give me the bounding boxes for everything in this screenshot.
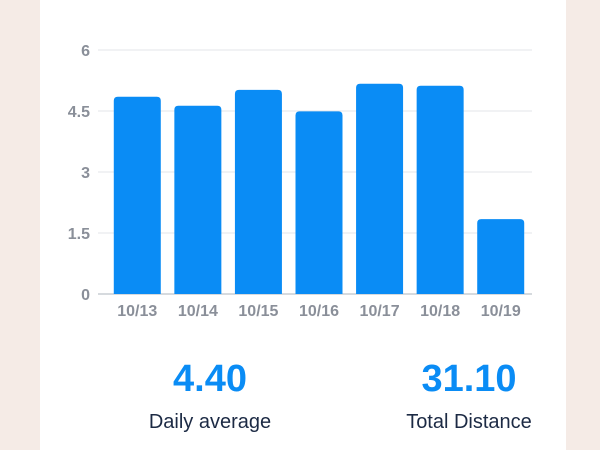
bar-10-16[interactable] bbox=[295, 111, 343, 294]
bar-10-18[interactable] bbox=[416, 85, 464, 294]
y-tick-label: 4.5 bbox=[68, 104, 90, 121]
daily-average-stat: 4.40 Daily average bbox=[110, 355, 310, 434]
y-tick-label: 0 bbox=[81, 287, 90, 304]
bar-10-17[interactable] bbox=[356, 83, 404, 295]
x-tick-label: 10/15 bbox=[238, 303, 278, 320]
chart-card: 0 1.5 3 4.5 6 10/13 10/14 10/15 10/16 10/17 10/18 1… bbox=[40, 0, 566, 450]
x-tick-label: 10/16 bbox=[299, 303, 339, 320]
x-tick-label: 10/13 bbox=[117, 303, 157, 320]
bar-10-13[interactable] bbox=[113, 96, 161, 295]
x-tick-label: 10/18 bbox=[420, 303, 460, 320]
x-tick-label: 10/14 bbox=[178, 303, 218, 320]
daily-average-value: 4.40 bbox=[173, 358, 247, 400]
x-tick-label: 10/19 bbox=[481, 303, 521, 320]
x-tick-label: 10/17 bbox=[360, 303, 400, 320]
bar-10-15[interactable] bbox=[234, 89, 282, 294]
total-distance-stat: 31.10 Total Distance bbox=[369, 355, 569, 434]
y-tick-label: 3 bbox=[81, 165, 90, 182]
total-distance-value: 31.10 bbox=[421, 358, 517, 400]
bar-10-14[interactable] bbox=[174, 105, 222, 294]
y-tick-label: 6 bbox=[81, 43, 90, 60]
daily-average-label: Daily average bbox=[148, 411, 272, 433]
bar-10-19[interactable] bbox=[477, 219, 525, 294]
bar-chart: 0 1.5 3 4.5 6 10/13 10/14 10/15 10/16 10/17 10/18 1… bbox=[68, 43, 532, 320]
total-distance-label: Total Distance bbox=[406, 411, 532, 433]
y-tick-label: 1.5 bbox=[68, 226, 90, 243]
